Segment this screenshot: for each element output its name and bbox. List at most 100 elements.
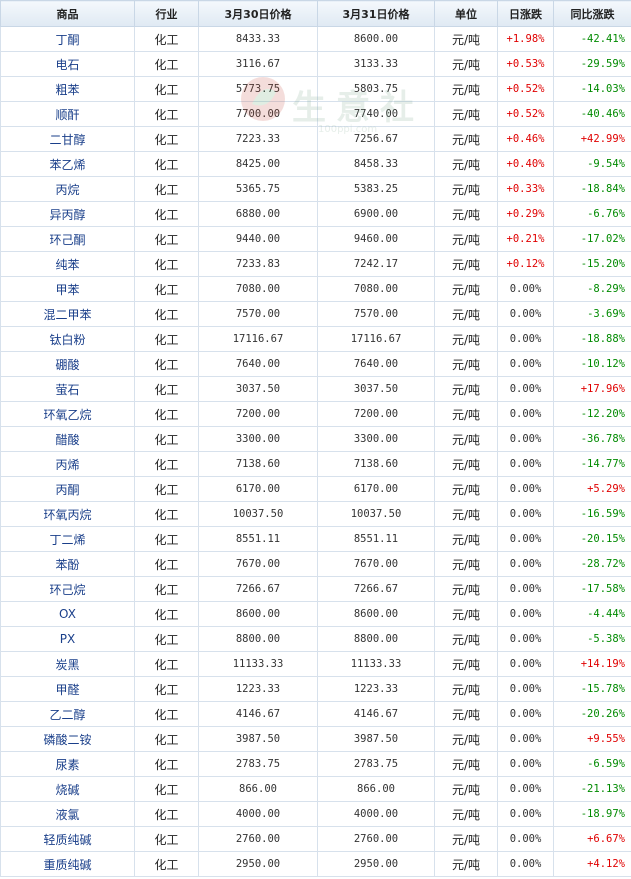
commodity-name[interactable]: 甲醛 [0, 676, 135, 702]
commodity-name[interactable]: 环己烷 [0, 576, 135, 602]
yoy-change-cell: +5.29% [553, 476, 631, 502]
unit-cell: 元/吨 [434, 501, 498, 527]
commodity-name[interactable]: 磷酸二铵 [0, 726, 135, 752]
unit-cell: 元/吨 [434, 276, 498, 302]
unit-cell: 元/吨 [434, 376, 498, 402]
commodity-name[interactable]: 液氯 [0, 801, 135, 827]
table-row: 磷酸二铵 化工 3987.50 3987.50 元/吨 0.00% +9.55% [0, 726, 631, 752]
price-mar30-cell: 7670.00 [198, 551, 318, 577]
commodity-name[interactable]: 异丙醇 [0, 201, 135, 227]
table-row: 丙酮 化工 6170.00 6170.00 元/吨 0.00% +5.29% [0, 476, 631, 502]
industry-cell: 化工 [134, 126, 199, 152]
header-price-mar30[interactable]: 3月30日价格 [198, 0, 318, 27]
commodity-name[interactable]: 纯苯 [0, 251, 135, 277]
commodity-name[interactable]: 环氧丙烷 [0, 501, 135, 527]
industry-cell: 化工 [134, 176, 199, 202]
unit-cell: 元/吨 [434, 651, 498, 677]
commodity-name[interactable]: 环己酮 [0, 226, 135, 252]
yoy-change-cell: -42.41% [553, 26, 631, 52]
commodity-name[interactable]: 烧碱 [0, 776, 135, 802]
price-mar31-cell: 7138.60 [317, 451, 435, 477]
header-industry[interactable]: 行业 [134, 0, 199, 27]
table-row: 环氧丙烷 化工 10037.50 10037.50 元/吨 0.00% -16.59% [0, 501, 631, 527]
commodity-name[interactable]: 顺酐 [0, 101, 135, 127]
commodity-name[interactable]: 粗苯 [0, 76, 135, 102]
table-row: 尿素 化工 2783.75 2783.75 元/吨 0.00% -6.59% [0, 751, 631, 777]
header-price-mar31[interactable]: 3月31日价格 [317, 0, 435, 27]
commodity-name[interactable]: 丁酮 [0, 26, 135, 52]
table-row: 纯苯 化工 7233.83 7242.17 元/吨 +0.12% -15.20% [0, 251, 631, 277]
industry-cell: 化工 [134, 476, 199, 502]
commodity-name[interactable]: 丙烯 [0, 451, 135, 477]
price-mar30-cell: 2950.00 [198, 851, 318, 877]
price-mar30-cell: 7640.00 [198, 351, 318, 377]
header-unit[interactable]: 单位 [434, 0, 498, 27]
daily-change-cell: 0.00% [497, 526, 554, 552]
price-mar31-cell: 8458.33 [317, 151, 435, 177]
price-mar30-cell: 7223.33 [198, 126, 318, 152]
industry-cell: 化工 [134, 851, 199, 877]
price-mar31-cell: 7570.00 [317, 301, 435, 327]
table-row: 重质纯碱 化工 2950.00 2950.00 元/吨 0.00% +4.12% [0, 851, 631, 877]
commodity-name[interactable]: 炭黑 [0, 651, 135, 677]
commodity-name[interactable]: 重质纯碱 [0, 851, 135, 877]
daily-change-cell: 0.00% [497, 676, 554, 702]
yoy-change-cell: +6.67% [553, 826, 631, 852]
price-mar30-cell: 3987.50 [198, 726, 318, 752]
commodity-name[interactable]: 钛白粉 [0, 326, 135, 352]
price-mar30-cell: 3037.50 [198, 376, 318, 402]
commodity-name[interactable]: OX [0, 601, 135, 627]
daily-change-cell: 0.00% [497, 801, 554, 827]
commodity-name[interactable]: 轻质纯碱 [0, 826, 135, 852]
commodity-name[interactable]: 甲苯 [0, 276, 135, 302]
unit-cell: 元/吨 [434, 526, 498, 552]
commodity-name[interactable]: 尿素 [0, 751, 135, 777]
industry-cell: 化工 [134, 76, 199, 102]
unit-cell: 元/吨 [434, 151, 498, 177]
daily-change-cell: +0.52% [497, 101, 554, 127]
daily-change-cell: 0.00% [497, 326, 554, 352]
unit-cell: 元/吨 [434, 76, 498, 102]
commodity-name[interactable]: 硼酸 [0, 351, 135, 377]
commodity-name[interactable]: 醋酸 [0, 426, 135, 452]
price-mar31-cell: 10037.50 [317, 501, 435, 527]
commodity-name[interactable]: PX [0, 626, 135, 652]
table-row: 环氧乙烷 化工 7200.00 7200.00 元/吨 0.00% -12.20% [0, 401, 631, 427]
table-row: OX 化工 8600.00 8600.00 元/吨 0.00% -4.44% [0, 601, 631, 627]
table-row: 烧碱 化工 866.00 866.00 元/吨 0.00% -21.13% [0, 776, 631, 802]
price-mar30-cell: 7570.00 [198, 301, 318, 327]
commodity-name[interactable]: 乙二醇 [0, 701, 135, 727]
commodity-name[interactable]: 混二甲苯 [0, 301, 135, 327]
header-commodity[interactable]: 商品 [0, 0, 135, 27]
industry-cell: 化工 [134, 751, 199, 777]
commodity-name[interactable]: 丙酮 [0, 476, 135, 502]
table-row: 丙烷 化工 5365.75 5383.25 元/吨 +0.33% -18.84% [0, 176, 631, 202]
daily-change-cell: 0.00% [497, 851, 554, 877]
commodity-name[interactable]: 苯酚 [0, 551, 135, 577]
daily-change-cell: +0.53% [497, 51, 554, 77]
price-mar31-cell: 7640.00 [317, 351, 435, 377]
daily-change-cell: 0.00% [497, 551, 554, 577]
commodity-name[interactable]: 丁二烯 [0, 526, 135, 552]
header-daily-change[interactable]: 日涨跌 [497, 0, 554, 27]
commodity-name[interactable]: 苯乙烯 [0, 151, 135, 177]
industry-cell: 化工 [134, 426, 199, 452]
industry-cell: 化工 [134, 726, 199, 752]
price-mar31-cell: 5383.25 [317, 176, 435, 202]
price-mar30-cell: 2760.00 [198, 826, 318, 852]
header-yoy-change[interactable]: 同比涨跌 [553, 0, 631, 27]
header-row: 商品 行业 3月30日价格 3月31日价格 单位 日涨跌 同比涨跌 [0, 0, 631, 27]
commodity-name[interactable]: 环氧乙烷 [0, 401, 135, 427]
industry-cell: 化工 [134, 501, 199, 527]
commodity-name[interactable]: 二甘醇 [0, 126, 135, 152]
commodity-name[interactable]: 丙烷 [0, 176, 135, 202]
yoy-change-cell: -8.29% [553, 276, 631, 302]
commodity-name[interactable]: 萤石 [0, 376, 135, 402]
table-row: 丁酮 化工 8433.33 8600.00 元/吨 +1.98% -42.41% [0, 26, 631, 52]
yoy-change-cell: -28.72% [553, 551, 631, 577]
yoy-change-cell: -3.69% [553, 301, 631, 327]
commodity-name[interactable]: 电石 [0, 51, 135, 77]
price-mar30-cell: 8551.11 [198, 526, 318, 552]
unit-cell: 元/吨 [434, 676, 498, 702]
